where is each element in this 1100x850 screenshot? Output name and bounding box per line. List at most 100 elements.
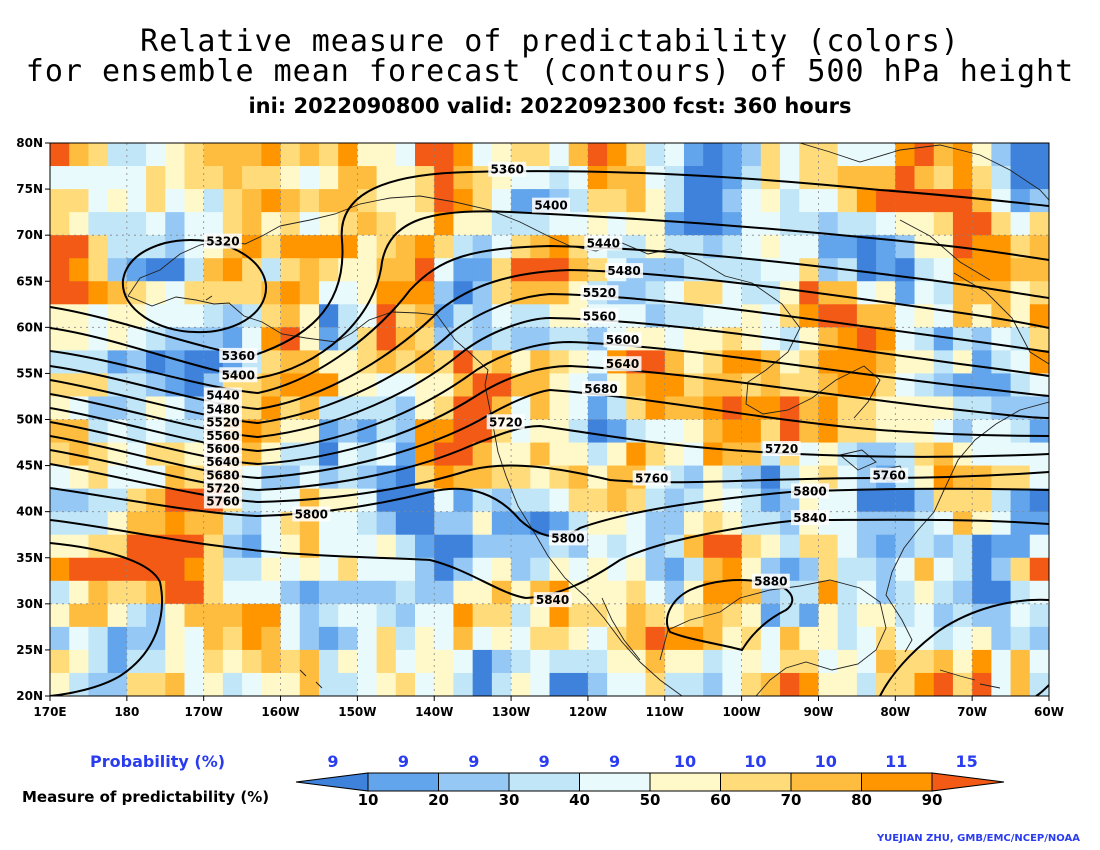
field-cell: [645, 166, 666, 190]
contour-label: 5520: [203, 414, 242, 430]
field-cell: [165, 511, 186, 536]
field-cell: [50, 557, 70, 582]
field-cell: [952, 649, 973, 674]
field-cell: [664, 580, 685, 605]
field-cell: [895, 603, 916, 628]
field-cell: [242, 235, 262, 259]
field-cell: [664, 373, 685, 398]
field-cell: [242, 672, 262, 696]
contour-label: 5480: [605, 263, 644, 279]
contour-label-text: 5800: [295, 507, 328, 521]
field-cell: [491, 258, 512, 282]
field-cell: [703, 281, 724, 305]
field-cell: [434, 534, 455, 559]
field-cell: [837, 327, 858, 351]
field-cell: [933, 258, 954, 282]
field-cell: [203, 626, 224, 651]
field-cell: [722, 488, 743, 513]
contour-label: 5720: [203, 480, 242, 496]
field-cell: [376, 465, 397, 490]
field-cell: [645, 580, 666, 605]
field-cell: [914, 488, 935, 513]
contour-label-bg: [488, 161, 527, 177]
field-cell: [722, 212, 743, 236]
colorbar-threshold-label: 80: [851, 791, 872, 809]
contour-label-bg: [203, 401, 242, 417]
field-cell: [88, 649, 109, 674]
field-cell: [760, 212, 781, 236]
field-cell: [741, 212, 762, 236]
field-cell: [203, 304, 224, 328]
field-cell: [434, 603, 455, 628]
field-cell: [511, 281, 531, 305]
field-cell: [184, 580, 205, 605]
contour-label-text: 5400: [534, 199, 567, 213]
field-cell: [818, 557, 839, 582]
field-cell: [107, 580, 128, 605]
field-cell: [318, 373, 339, 398]
field-cell: [338, 557, 358, 582]
field-cell: [395, 143, 416, 167]
contour-label-bg: [791, 510, 830, 526]
field-cell: [856, 603, 877, 628]
field-cell: [933, 419, 954, 444]
field-cell: [626, 143, 647, 167]
field-cell: [511, 511, 531, 536]
field-cell: [607, 488, 627, 513]
contour-5840-south-east: [879, 598, 1049, 696]
field-cell: [299, 672, 320, 696]
field-cell: [895, 212, 916, 236]
field-cell: [261, 327, 282, 351]
field-cell: [299, 649, 320, 674]
field-cell: [280, 672, 301, 696]
field-cell: [587, 143, 608, 167]
field-cell: [645, 419, 666, 444]
field-cell: [722, 603, 743, 628]
colorbar-probability-label: 11: [885, 752, 907, 771]
field-cell: [645, 649, 666, 674]
field-cell: [626, 235, 647, 259]
lon-label: 90W: [803, 705, 833, 719]
lat-label: 80N: [16, 136, 43, 150]
field-cell: [568, 557, 589, 582]
field-cell: [165, 603, 186, 628]
field-cell: [856, 258, 877, 282]
contour-label-bg: [486, 414, 525, 430]
contour-label-text: 5400: [222, 368, 255, 382]
field-cell: [914, 235, 935, 259]
field-cell: [741, 649, 762, 674]
contour-label: 5760: [203, 493, 242, 509]
field-cell: [568, 396, 589, 421]
field-cell: [837, 373, 858, 398]
field-cell: [837, 649, 858, 674]
field-cell: [453, 396, 474, 421]
field-cell: [184, 672, 205, 696]
field-cell: [722, 350, 743, 375]
field-cell: [1010, 672, 1031, 696]
field-cell: [664, 350, 685, 375]
field-cell: [837, 580, 858, 605]
field-cell: [242, 212, 262, 236]
colorbar-probability-label: 15: [955, 752, 977, 771]
field-cell: [876, 327, 896, 351]
field-cell: [972, 419, 992, 444]
field-cell: [780, 189, 800, 213]
field-cell: [645, 350, 666, 375]
field-cell: [741, 350, 762, 375]
field-cell: [914, 396, 935, 421]
field-cell: [165, 350, 186, 375]
field-cell: [203, 143, 224, 167]
field-cell: [991, 304, 1012, 328]
field-cell: [203, 258, 224, 282]
field-cell: [472, 580, 493, 605]
field-cell: [914, 626, 935, 651]
field-cell: [607, 557, 627, 582]
field-cell: [395, 626, 416, 651]
field-cell: [856, 511, 877, 536]
field-cell: [780, 373, 800, 398]
field-cell: [453, 649, 474, 674]
field-cell: [549, 304, 570, 328]
field-cell: [357, 327, 378, 351]
field-cell: [415, 649, 435, 674]
field-cell: [952, 212, 973, 236]
